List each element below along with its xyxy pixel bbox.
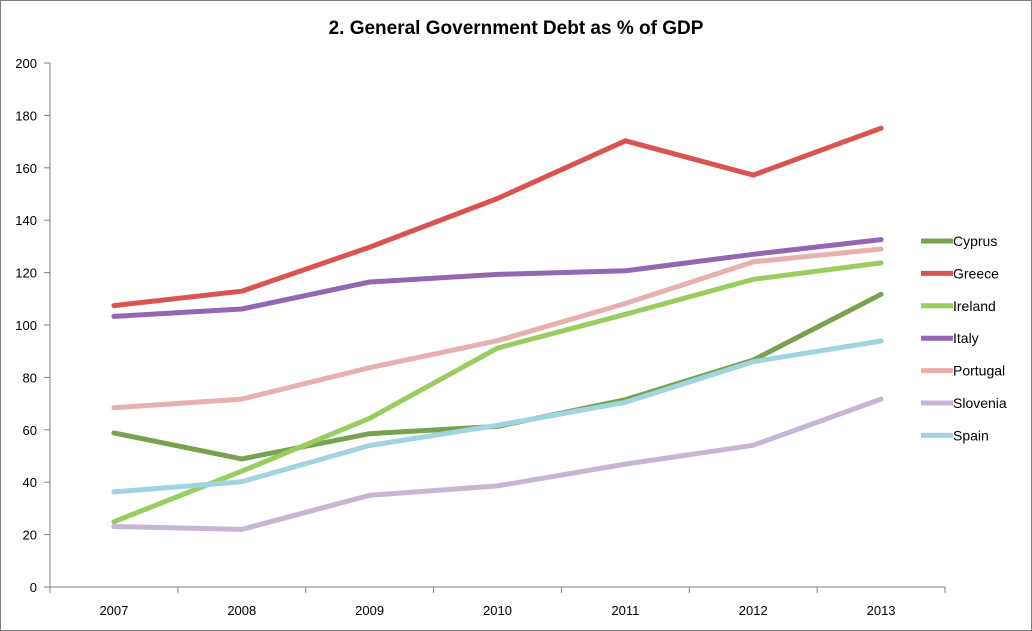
series-line-slovenia — [111, 396, 884, 532]
y-tick-label: 180 — [15, 108, 37, 123]
y-tick-label: 20 — [23, 528, 37, 543]
series-line-cyprus — [111, 291, 884, 462]
y-tick-label: 100 — [15, 318, 37, 333]
y-tick-label: 160 — [15, 161, 37, 176]
series-line-ireland — [111, 260, 884, 525]
y-tick-label: 60 — [23, 423, 37, 438]
y-tick-label: 0 — [30, 580, 37, 595]
y-tick-label: 120 — [15, 266, 37, 281]
series-line-greece — [111, 125, 884, 309]
legend: Cyprus Greece Ireland Italy Portugal Slovenia… — [921, 233, 1007, 443]
y-tick-label: 140 — [15, 213, 37, 228]
y-tick-label: 40 — [23, 475, 37, 490]
chart-title: 2. General Government Debt as % of GDP — [328, 18, 704, 39]
series-line-portugal — [111, 246, 884, 411]
legend-label-slovenia: Slovenia — [953, 395, 1007, 411]
x-tick-label: 2010 — [483, 603, 512, 618]
legend-label-greece: Greece — [953, 265, 999, 281]
legend-label-cyprus: Cyprus — [953, 233, 997, 249]
legend-label-spain: Spain — [953, 427, 989, 443]
x-tick-label: 2012 — [739, 603, 768, 618]
series-lines — [111, 125, 884, 532]
x-tick-label: 2013 — [867, 603, 896, 618]
series-line-italy — [111, 237, 884, 319]
legend-label-ireland: Ireland — [953, 298, 996, 314]
series-line-spain — [111, 338, 884, 495]
x-tick-label: 2008 — [227, 603, 256, 618]
y-tick-label: 200 — [15, 56, 37, 71]
legend-label-italy: Italy — [953, 330, 979, 346]
y-tick-label: 80 — [23, 370, 37, 385]
legend-label-portugal: Portugal — [953, 363, 1005, 379]
axes: 0 20 40 60 80 100 120 140 160 180 200 2007 2008 2009 2… — [15, 56, 946, 618]
x-tick-label: 2009 — [355, 603, 384, 618]
x-tick-label: 2011 — [611, 603, 639, 618]
x-tick-label: 2007 — [99, 603, 128, 618]
